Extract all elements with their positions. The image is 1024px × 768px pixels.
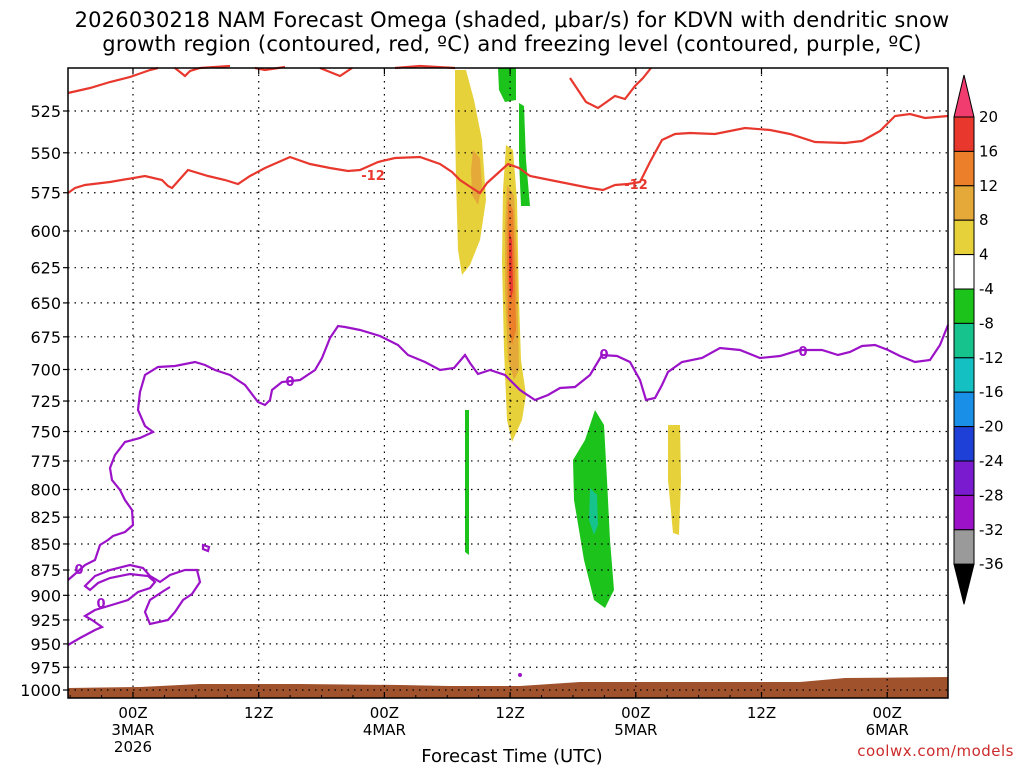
y-tick-label: 675 bbox=[30, 328, 61, 347]
dgz-contours bbox=[67, 64, 949, 195]
y-tick-label: 825 bbox=[30, 508, 61, 527]
dgz-bottom-contour bbox=[67, 112, 949, 195]
colorbar-label: -20 bbox=[979, 418, 1004, 436]
ground-terrain bbox=[68, 677, 948, 698]
colorbar-box bbox=[953, 116, 975, 152]
colorbar-label: -32 bbox=[979, 521, 1004, 539]
y-tick-label: 800 bbox=[30, 480, 61, 499]
y-tick-label: 600 bbox=[30, 222, 61, 241]
colorbar-label: -12 bbox=[979, 349, 1004, 367]
colorbar-box bbox=[953, 494, 975, 531]
y-tick-label: 725 bbox=[30, 392, 61, 411]
x-tick-label: 4MAR bbox=[363, 721, 406, 739]
y-tick-label: 950 bbox=[30, 635, 61, 654]
y-tick-label: 625 bbox=[30, 259, 61, 278]
y-tick-label: 850 bbox=[30, 535, 61, 554]
colorbar-label: 4 bbox=[979, 246, 989, 264]
credit-text: coolwx.com/models bbox=[857, 742, 1014, 760]
colorbar-box bbox=[953, 391, 975, 428]
colorbar-label: -4 bbox=[979, 280, 994, 298]
colorbar-top-triangle bbox=[953, 74, 975, 118]
y-tick-label: 975 bbox=[30, 658, 61, 677]
contour-label: -12 bbox=[361, 169, 385, 184]
x-tick-label: 00Z bbox=[873, 704, 902, 722]
colorbar-label: 8 bbox=[979, 211, 989, 229]
plot-frame bbox=[67, 67, 949, 699]
y-tick-label: 700 bbox=[30, 361, 61, 380]
chart-title: 2026030218 NAM Forecast Omega (shaded, μ… bbox=[0, 8, 1024, 56]
freezing-small-contour bbox=[201, 543, 211, 553]
contour-label: 0 bbox=[74, 563, 83, 578]
x-tick-label: 5MAR bbox=[614, 721, 657, 739]
colorbar-label: -24 bbox=[979, 452, 1004, 470]
x-tick-label: 12Z bbox=[244, 704, 273, 722]
y-tick-label: 525 bbox=[30, 102, 61, 121]
colorbar-label: -28 bbox=[979, 486, 1004, 504]
colorbar-box bbox=[953, 254, 975, 290]
x-tick-label: 12Z bbox=[495, 704, 524, 722]
colorbar-box bbox=[953, 185, 975, 221]
contour-label: 0 bbox=[96, 597, 105, 612]
y-tick-label: 900 bbox=[30, 586, 61, 605]
y-tick-label: 925 bbox=[30, 611, 61, 630]
colorbar-box bbox=[953, 529, 975, 565]
colorbar-box bbox=[953, 460, 975, 496]
colorbar-label: -8 bbox=[979, 314, 994, 332]
contour-label: 0 bbox=[285, 375, 294, 390]
colorbar-label: -36 bbox=[979, 555, 1004, 573]
x-tick-label: 00Z bbox=[621, 704, 650, 722]
x-tick-label: 00Z bbox=[118, 704, 147, 722]
colorbar-label: 16 bbox=[979, 142, 998, 160]
freezing-main-contour bbox=[67, 324, 950, 646]
y-tick-label: 650 bbox=[30, 294, 61, 313]
y-tick-label: 575 bbox=[30, 184, 61, 203]
contour-label: 0 bbox=[798, 345, 807, 360]
colorbar-box bbox=[953, 288, 975, 324]
x-tick-label: 12Z bbox=[747, 704, 776, 722]
y-tick-label: 1000 bbox=[20, 681, 61, 700]
colorbar-label: -16 bbox=[979, 383, 1004, 401]
omega-yellow-area-1 bbox=[455, 70, 486, 275]
colorbar-box bbox=[953, 322, 975, 359]
x-axis-label: Forecast Time (UTC) bbox=[421, 746, 603, 767]
x-tick-label: 3MAR bbox=[111, 721, 154, 739]
y-tick-label: 875 bbox=[30, 561, 61, 580]
colorbar-box bbox=[953, 150, 975, 187]
colorbar: 20 16 12 8 4 -4 -8 -12 -16 -20 -24 -28 -32 -36 bbox=[953, 74, 1004, 605]
omega-green-area-1 bbox=[498, 68, 516, 102]
title-line-2: growth region (contoured, red, ºC) and f… bbox=[102, 32, 922, 56]
y-axis: 525 550 575 600 625 650 675 700 725 750 775 800 825 8… bbox=[20, 102, 68, 700]
contour-labels: -12 -12 0 0 0 0 0 bbox=[74, 169, 807, 612]
y-tick-label: 750 bbox=[30, 422, 61, 441]
y-tick-label: 550 bbox=[30, 144, 61, 163]
contour-label: -12 bbox=[624, 178, 648, 193]
omega-yellow-area-5 bbox=[668, 425, 681, 535]
freezing-dot bbox=[518, 673, 522, 677]
x-tick-label: 2026 bbox=[114, 738, 152, 756]
colorbar-box bbox=[953, 426, 975, 462]
colorbar-box bbox=[953, 219, 975, 256]
freezing-contours bbox=[67, 324, 950, 677]
title-line-1: 2026030218 NAM Forecast Omega (shaded, μ… bbox=[74, 8, 950, 32]
omega-shading bbox=[68, 68, 948, 698]
contour-label: 0 bbox=[599, 348, 608, 363]
omega-green-area-3 bbox=[465, 410, 469, 555]
colorbar-bottom-triangle bbox=[953, 563, 975, 605]
x-tick-label: 00Z bbox=[370, 704, 399, 722]
dgz-top-contour bbox=[67, 64, 652, 110]
x-tick-label: 6MAR bbox=[866, 721, 909, 739]
colorbar-label: 12 bbox=[979, 177, 998, 195]
omega-teal-area-4 bbox=[589, 488, 598, 535]
colorbar-box bbox=[953, 357, 975, 393]
colorbar-label: 20 bbox=[979, 108, 998, 126]
y-tick-label: 775 bbox=[30, 452, 61, 471]
grid-lines bbox=[68, 68, 948, 698]
omega-green-area-2 bbox=[519, 103, 530, 206]
